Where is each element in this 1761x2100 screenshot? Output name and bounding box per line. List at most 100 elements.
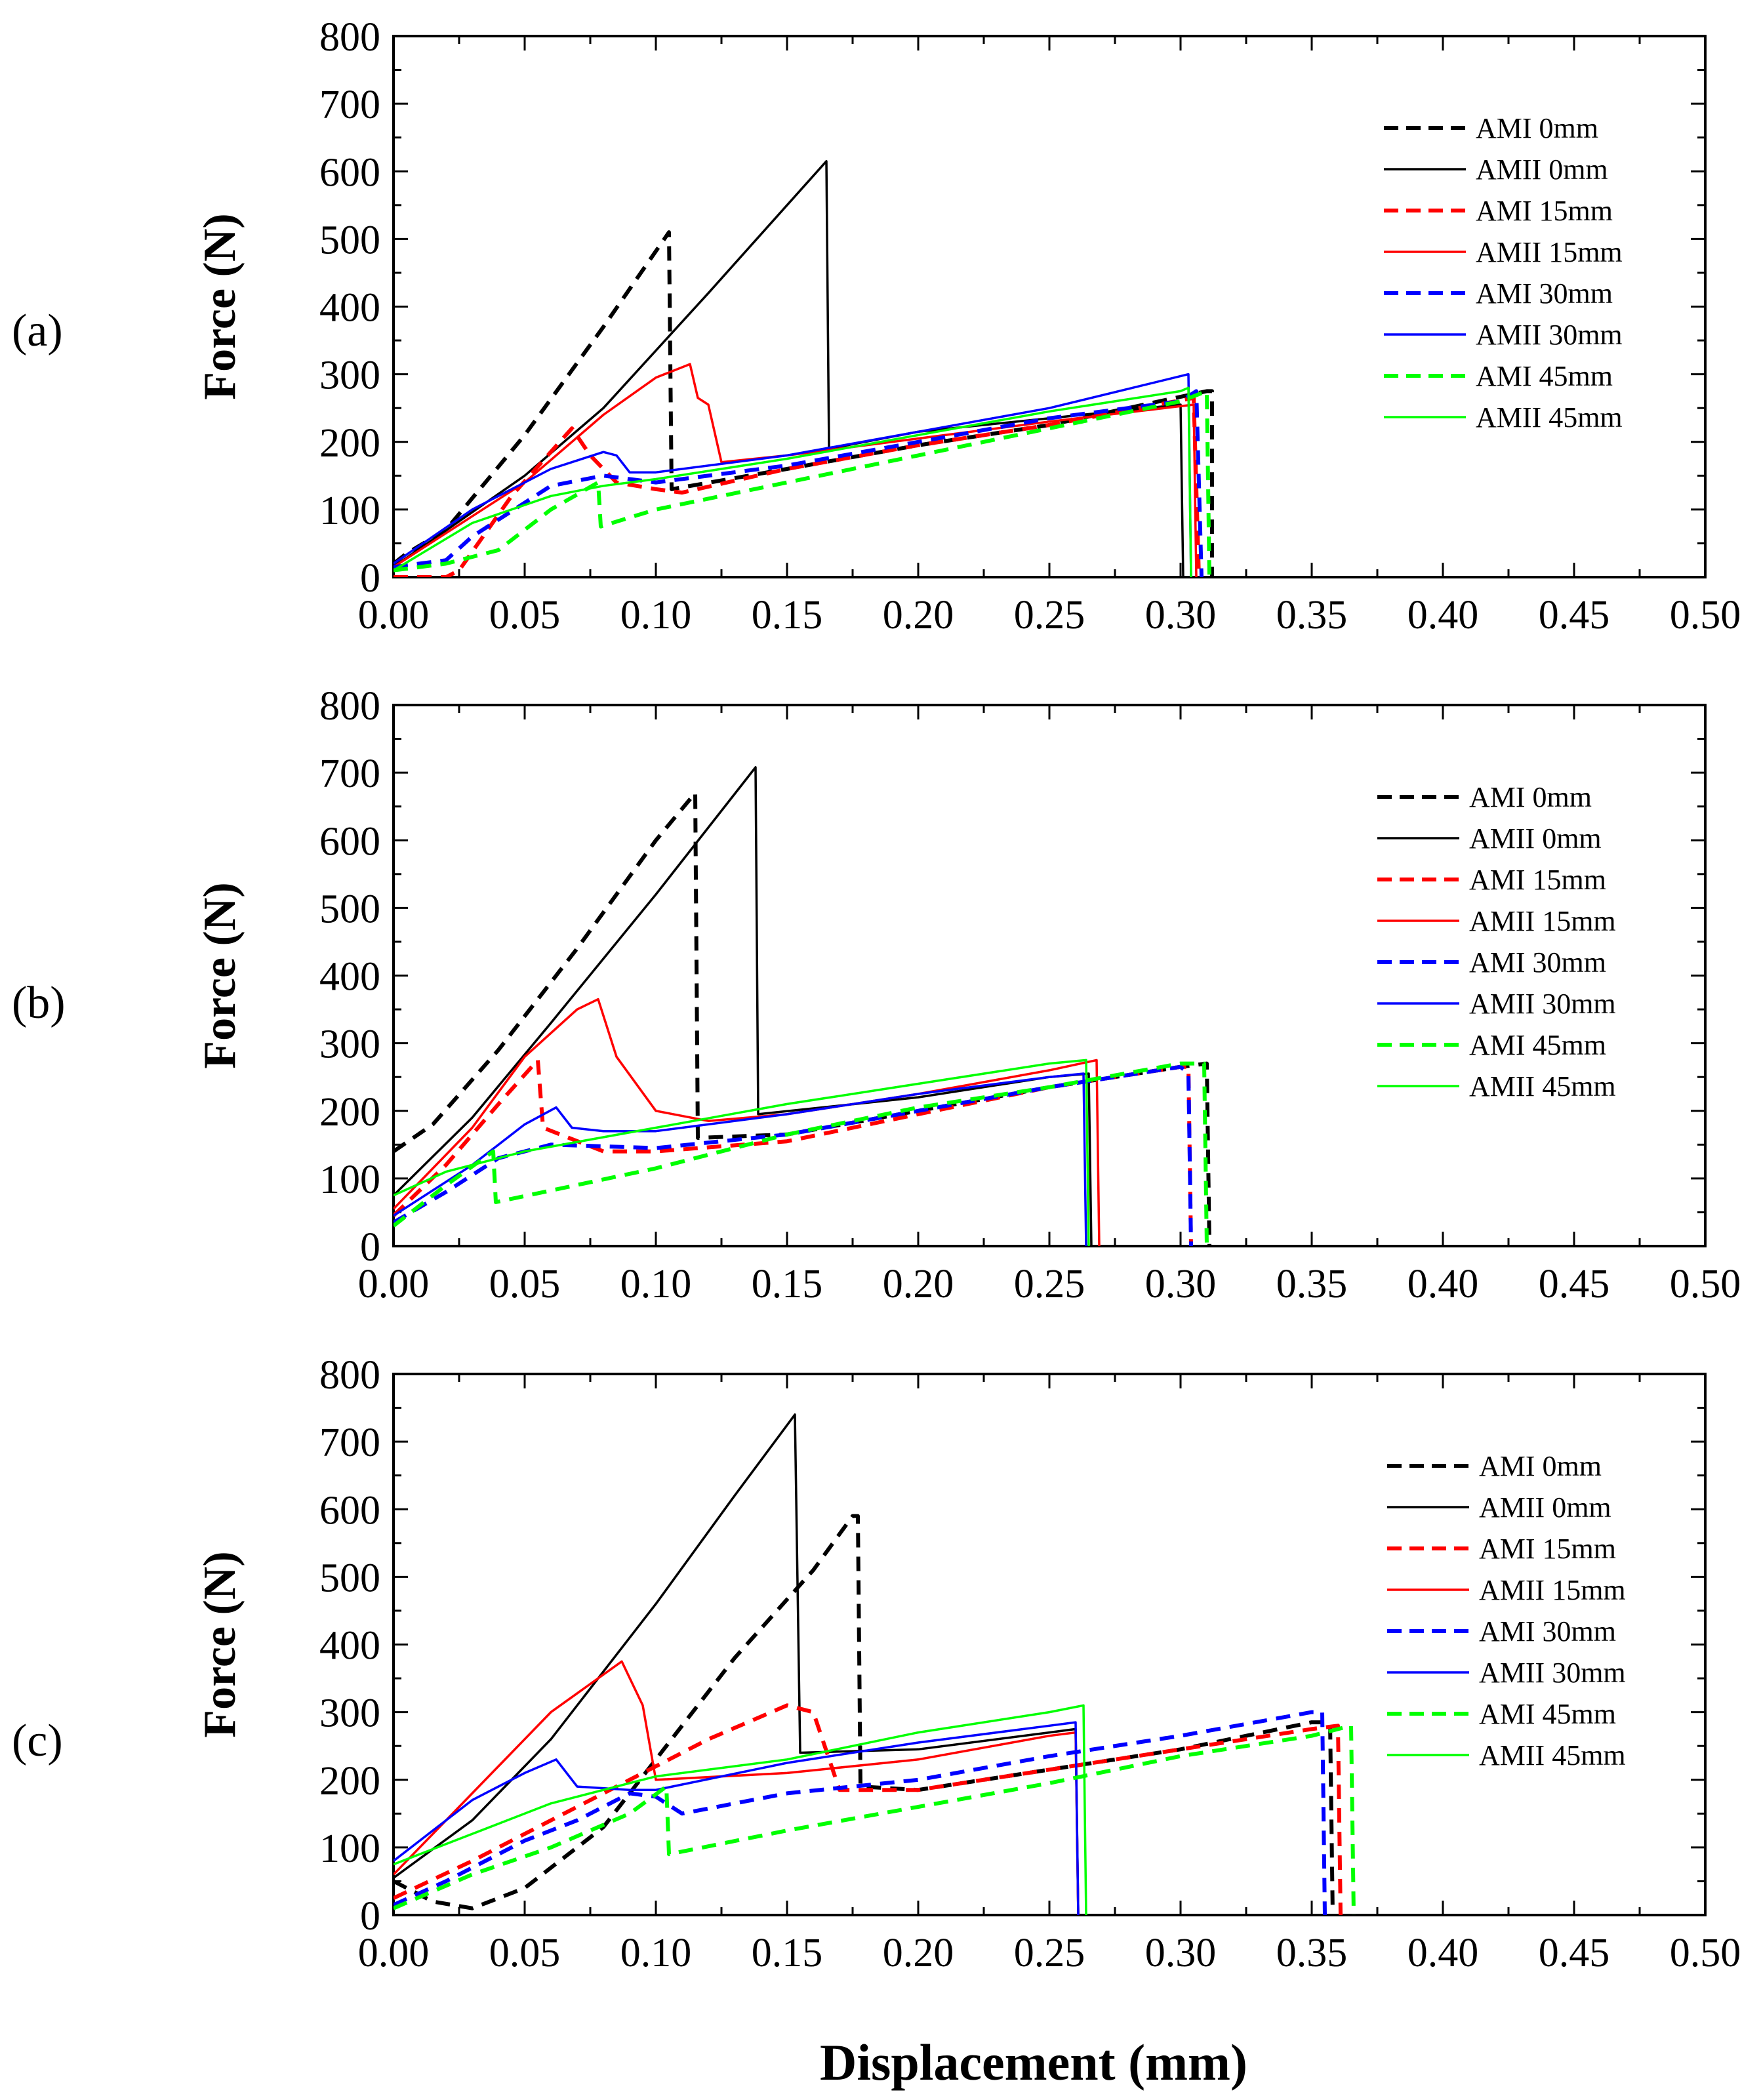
y-tick-label-c: 100 <box>319 1827 380 1871</box>
legend-label-amii-15mm: AMII 15mm <box>1479 1574 1626 1606</box>
series-line-amii-15mm <box>394 1660 1080 1915</box>
x-tick-label-c: 0.40 <box>1407 1931 1479 1975</box>
y-axis-title-c: Force (N) <box>195 1551 245 1737</box>
x-tick-label-b: 0.10 <box>620 1262 692 1306</box>
x-tick-label-c: 0.10 <box>620 1931 692 1975</box>
panel-label-c: (c) <box>12 1716 63 1766</box>
series-group-b <box>394 766 1211 1246</box>
x-tick-label-b: 0.30 <box>1145 1262 1217 1306</box>
series-line-amii-0mm <box>394 766 1093 1246</box>
x-tick-label-c: 0.45 <box>1539 1931 1610 1975</box>
series-line-ami-30mm <box>394 1710 1327 1915</box>
series-line-amii-15mm <box>394 363 1198 577</box>
legend-label-ami-15mm: AMI 15mm <box>1469 864 1606 896</box>
y-tick-label-c: 400 <box>319 1624 380 1668</box>
x-tick-label-c: 0.20 <box>883 1931 954 1975</box>
x-tick-label-c: 0.35 <box>1276 1931 1348 1975</box>
x-tick-label-c: 0.00 <box>358 1931 430 1975</box>
y-tick-label-c: 0 <box>360 1894 380 1939</box>
y-tick-label-c: 500 <box>319 1556 380 1600</box>
y-tick-label-c: 700 <box>319 1421 380 1465</box>
legend-label-ami-30mm: AMI 30mm <box>1476 277 1613 310</box>
y-tick-label-b: 300 <box>319 1022 380 1067</box>
y-tick-label-b: 600 <box>319 819 380 864</box>
legend-label-ami-45mm: AMI 45mm <box>1469 1029 1606 1061</box>
legend-label-amii-45mm: AMII 45mm <box>1479 1739 1626 1771</box>
series-line-ami-15mm <box>394 1058 1193 1246</box>
y-tick-label-c: 800 <box>319 1353 380 1398</box>
legend-label-ami-45mm: AMI 45mm <box>1476 360 1613 392</box>
legend-label-amii-30mm: AMII 30mm <box>1476 319 1623 351</box>
legend-label-amii-0mm: AMII 0mm <box>1469 822 1602 855</box>
legend-label-amii-45mm: AMII 45mm <box>1469 1070 1616 1102</box>
legend-label-ami-30mm: AMI 30mm <box>1469 946 1606 979</box>
series-line-amii-0mm <box>394 160 1184 577</box>
x-tick-label-a: 0.25 <box>1014 593 1085 637</box>
series-line-amii-45mm <box>394 386 1192 577</box>
chart-panel-a: 0.00 0.05 0.10 0.15 0.20 0.25 0.30 0.35 0.40 0.45… <box>195 15 1741 637</box>
x-tick-label-a: 0.20 <box>883 593 954 637</box>
x-tick-label-c: 0.05 <box>489 1931 561 1975</box>
series-line-amii-30mm <box>394 1072 1087 1246</box>
series-line-amii-45mm <box>394 1059 1090 1246</box>
chart-panel-c: 0.00 0.05 0.10 0.15 0.20 0.25 0.30 0.35 0.40 0.45… <box>195 1353 1741 1975</box>
series-line-amii-15mm <box>394 998 1101 1246</box>
series-line-amii-30mm <box>394 373 1192 577</box>
legend-label-ami-30mm: AMI 30mm <box>1479 1615 1616 1647</box>
y-tick-label-a: 800 <box>319 15 380 60</box>
y-tick-label-a: 300 <box>319 353 380 398</box>
y-tick-label-a: 0 <box>360 556 380 601</box>
chart-panel-b: 0.00 0.05 0.10 0.15 0.20 0.25 0.30 0.35 0.40 0.45… <box>195 684 1741 1306</box>
x-tick-label-b: 0.50 <box>1670 1262 1741 1306</box>
x-tick-label-a: 0.15 <box>752 593 823 637</box>
y-tick-label-a: 500 <box>319 218 380 262</box>
series-group-a <box>394 160 1214 577</box>
x-tick-label-b: 0.25 <box>1014 1262 1085 1306</box>
x-tick-label-c: 0.50 <box>1670 1931 1741 1975</box>
legend-label-amii-0mm: AMII 0mm <box>1479 1491 1611 1524</box>
x-tick-label-b: 0.00 <box>358 1262 430 1306</box>
series-line-ami-30mm <box>394 1064 1193 1246</box>
y-tick-label-a: 700 <box>319 83 380 127</box>
series-line-ami-30mm <box>394 389 1204 577</box>
legend-label-ami-45mm: AMI 45mm <box>1479 1698 1616 1730</box>
series-line-ami-45mm <box>394 389 1211 577</box>
x-tick-label-a: 0.35 <box>1276 593 1348 637</box>
y-tick-label-c: 300 <box>319 1691 380 1736</box>
x-tick-label-c: 0.25 <box>1014 1931 1085 1975</box>
series-line-ami-0mm <box>394 230 1214 577</box>
y-tick-label-a: 600 <box>319 150 380 195</box>
x-tick-label-b: 0.40 <box>1407 1262 1479 1306</box>
y-tick-label-a: 400 <box>319 286 380 331</box>
y-tick-label-b: 200 <box>319 1090 380 1135</box>
y-tick-label-c: 600 <box>319 1488 380 1533</box>
x-tick-label-b: 0.20 <box>883 1262 954 1306</box>
y-axis-title-b: Force (N) <box>195 882 245 1068</box>
legend-label-amii-45mm: AMII 45mm <box>1476 401 1623 434</box>
series-line-ami-45mm <box>394 1724 1356 1915</box>
series-line-amii-45mm <box>394 1704 1087 1915</box>
y-tick-label-b: 400 <box>319 955 380 1000</box>
x-tick-label-a: 0.05 <box>489 593 561 637</box>
legend-label-ami-15mm: AMI 15mm <box>1476 195 1613 227</box>
y-tick-label-c: 200 <box>319 1759 380 1804</box>
series-line-amii-0mm <box>394 1413 1080 1915</box>
legend-label-amii-0mm: AMII 0mm <box>1476 153 1608 186</box>
panel-label-b: (b) <box>12 978 66 1028</box>
x-tick-label-a: 0.40 <box>1407 593 1479 637</box>
x-tick-label-a: 0.10 <box>620 593 692 637</box>
legend-label-ami-0mm: AMI 0mm <box>1469 781 1592 813</box>
legend-label-amii-15mm: AMII 15mm <box>1469 905 1616 937</box>
x-tick-label-c: 0.15 <box>752 1931 823 1975</box>
x-axis-title: Displacement (mm) <box>820 2034 1247 2091</box>
legend-label-amii-15mm: AMII 15mm <box>1476 236 1623 268</box>
x-tick-label-b: 0.45 <box>1539 1262 1610 1306</box>
x-tick-label-c: 0.30 <box>1145 1931 1217 1975</box>
x-tick-label-a: 0.50 <box>1670 593 1741 637</box>
legend-label-amii-30mm: AMII 30mm <box>1469 988 1616 1020</box>
x-tick-label-a: 0.45 <box>1539 593 1610 637</box>
y-tick-label-b: 500 <box>319 887 380 931</box>
series-line-amii-30mm <box>394 1721 1080 1915</box>
y-tick-label-b: 0 <box>360 1225 380 1270</box>
